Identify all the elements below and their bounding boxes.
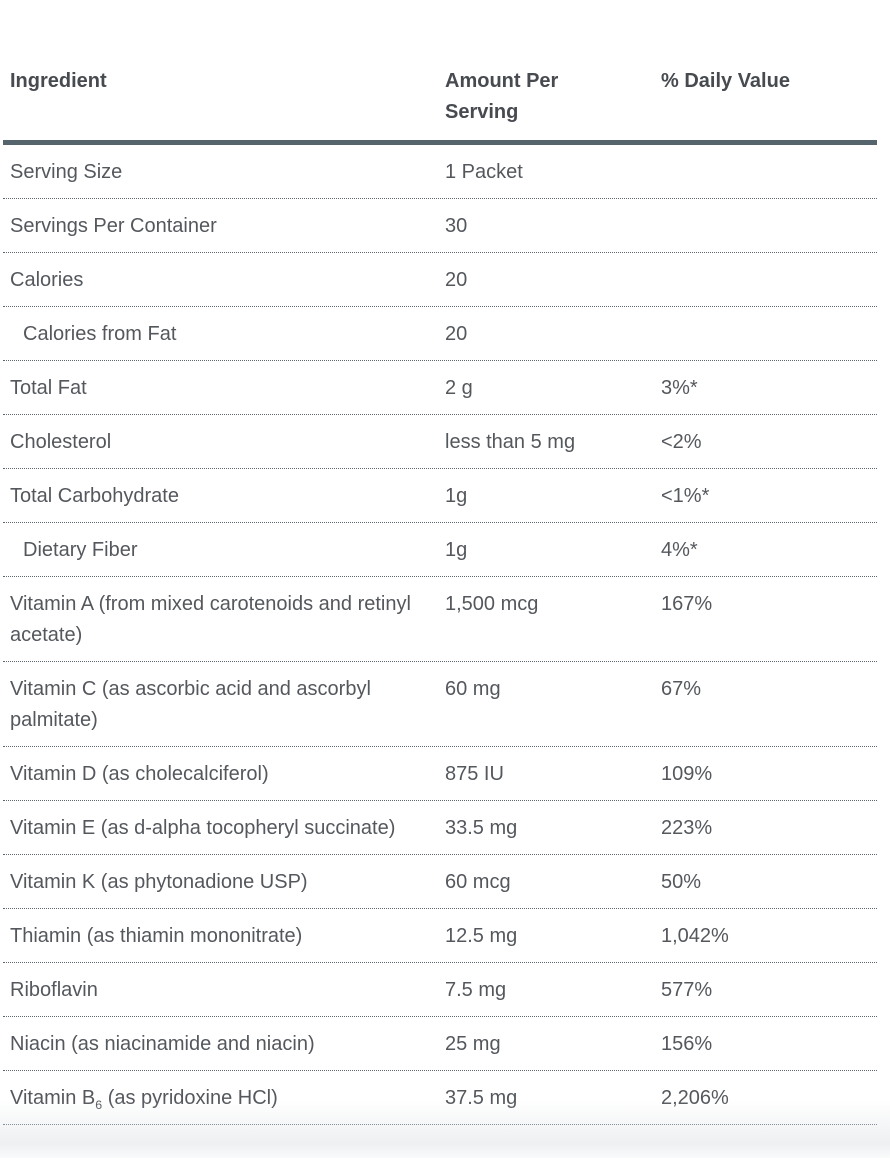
table-row: Vitamin C (as ascorbic acid and ascorbyl…: [3, 662, 877, 747]
ingredient-cell: Servings Per Container: [10, 215, 217, 237]
daily-value-cell: [661, 211, 877, 242]
table-row: Servings Per Container 30: [3, 199, 877, 253]
table-row: Thiamin (as thiamin mononitrate) 12.5 mg 1…: [3, 909, 877, 963]
table-row: Cholesterol less than 5 mg <2%: [3, 415, 877, 469]
daily-value-cell: [661, 265, 877, 296]
ingredient-cell: Thiamin (as thiamin mononitrate): [10, 925, 303, 947]
amount-cell: 1 Packet: [445, 161, 523, 183]
ingredient-cell: Vitamin A (from mixed carotenoids and re…: [10, 593, 411, 646]
supplement-facts-table: Ingredient Amount Per Serving % Daily Va…: [3, 0, 877, 1125]
amount-cell: 20: [445, 323, 468, 345]
amount-cell: 1g: [445, 485, 468, 507]
amount-cell: 2 g: [445, 377, 473, 399]
ingredient-cell: Dietary Fiber: [23, 539, 138, 561]
column-header-daily-value-label: % Daily Value: [661, 70, 790, 92]
ingredient-cell: Calories: [10, 269, 84, 291]
table-row: Vitamin A (from mixed carotenoids and re…: [3, 577, 877, 662]
ingredient-cell: Vitamin C (as ascorbic acid and ascorbyl…: [10, 678, 371, 731]
daily-value-cell: 2,206%: [661, 1087, 729, 1109]
ingredient-cell: Vitamin K (as phytonadione USP): [10, 871, 308, 893]
daily-value-cell: 109%: [661, 763, 713, 785]
ingredient-cell: Vitamin E (as d-alpha tocopheryl succina…: [10, 817, 396, 839]
amount-cell: 60 mg: [445, 678, 501, 700]
table-row: Vitamin B6 (as pyridoxine HCl) 37.5 mg 2,2…: [3, 1071, 877, 1125]
ingredient-cell: Serving Size: [10, 161, 123, 183]
ingredient-cell: Riboflavin: [10, 979, 98, 1001]
ingredient-cell: Total Fat: [10, 377, 87, 399]
daily-value-cell: [661, 319, 877, 350]
daily-value-cell: 156%: [661, 1033, 713, 1055]
daily-value-cell: 3%*: [661, 377, 698, 399]
daily-value-cell: 1,042%: [661, 925, 729, 947]
daily-value-cell: [661, 157, 877, 188]
amount-cell: 25 mg: [445, 1033, 501, 1055]
amount-cell: 12.5 mg: [445, 925, 518, 947]
daily-value-cell: <2%: [661, 431, 702, 453]
daily-value-cell: 50%: [661, 871, 702, 893]
amount-cell: 7.5 mg: [445, 979, 507, 1001]
daily-value-cell: 67%: [661, 678, 702, 700]
amount-cell: 875 IU: [445, 763, 504, 785]
amount-cell: 37.5 mg: [445, 1087, 518, 1109]
column-header-ingredient-label: Ingredient: [10, 70, 107, 92]
amount-cell: 30: [445, 215, 468, 237]
amount-cell: less than 5 mg: [445, 431, 576, 453]
table-row: Vitamin D (as cholecalciferol) 875 IU 109%: [3, 747, 877, 801]
table-row: Serving Size 1 Packet: [3, 145, 877, 199]
daily-value-cell: 223%: [661, 817, 713, 839]
table-row: Dietary Fiber 1g 4%*: [3, 523, 877, 577]
daily-value-cell: 577%: [661, 979, 713, 1001]
amount-cell: 20: [445, 269, 468, 291]
amount-cell: 1,500 mcg: [445, 593, 539, 615]
amount-cell: 1g: [445, 539, 468, 561]
table-row: Calories 20: [3, 253, 877, 307]
ingredient-cell: Niacin (as niacinamide and niacin): [10, 1033, 315, 1055]
table-row: Vitamin K (as phytonadione USP) 60 mcg 50%: [3, 855, 877, 909]
table-row: Niacin (as niacinamide and niacin) 25 mg 1…: [3, 1017, 877, 1071]
table-row: Total Fat 2 g 3%*: [3, 361, 877, 415]
table-row: Total Carbohydrate 1g <1%*: [3, 469, 877, 523]
table-row: Vitamin E (as d-alpha tocopheryl succina…: [3, 801, 877, 855]
column-header-amount-per-serving-label: Amount Per Serving: [445, 70, 559, 123]
table-header-row: Ingredient Amount Per Serving % Daily Va…: [3, 66, 877, 145]
ingredient-cell: Total Carbohydrate: [10, 485, 179, 507]
ingredient-text: Vitamin B: [10, 1087, 96, 1109]
amount-cell: 33.5 mg: [445, 817, 518, 839]
table-row: Riboflavin 7.5 mg 577%: [3, 963, 877, 1017]
column-header-ingredient: Ingredient: [3, 66, 445, 128]
daily-value-cell: 167%: [661, 593, 713, 615]
daily-value-cell: <1%*: [661, 485, 710, 507]
ingredient-cell: Cholesterol: [10, 431, 112, 453]
amount-cell: 60 mcg: [445, 871, 511, 893]
table-row: Calories from Fat 20: [3, 307, 877, 361]
ingredient-cell: Calories from Fat: [23, 323, 177, 345]
ingredient-text: (as pyridoxine HCl): [102, 1087, 278, 1109]
table-body: Serving Size 1 Packet Servings Per Contain…: [3, 145, 877, 1125]
column-header-daily-value: % Daily Value: [661, 66, 877, 128]
ingredient-cell: Vitamin D (as cholecalciferol): [10, 763, 269, 785]
daily-value-cell: 4%*: [661, 539, 698, 561]
column-header-amount-per-serving: Amount Per Serving: [445, 66, 661, 128]
ingredient-cell: Vitamin B6 (as pyridoxine HCl): [3, 1083, 445, 1114]
